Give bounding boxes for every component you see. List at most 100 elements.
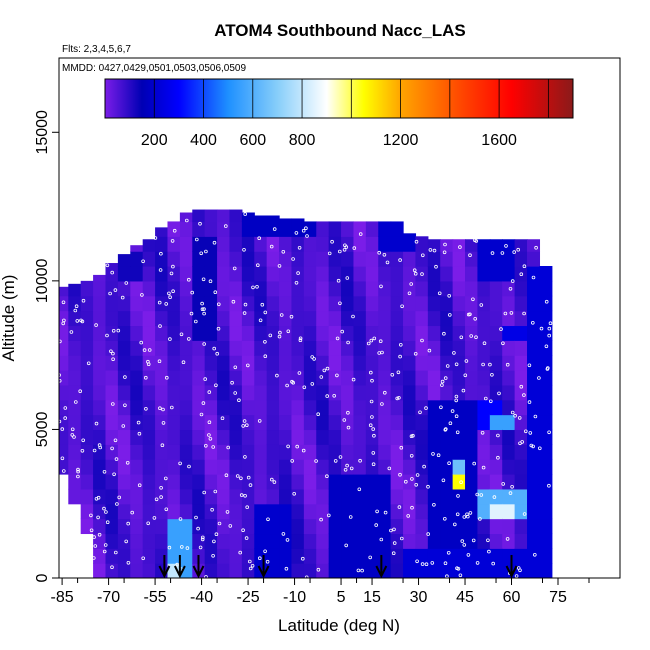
heatmap-cell bbox=[378, 399, 392, 416]
observation-point bbox=[231, 299, 236, 304]
heatmap-cell bbox=[477, 488, 491, 505]
heatmap-cell bbox=[403, 233, 417, 237]
heatmap-cell bbox=[390, 459, 404, 475]
observation-point bbox=[202, 342, 207, 346]
observation-point bbox=[427, 348, 432, 353]
heatmap-cell bbox=[527, 503, 541, 520]
heatmap-cell bbox=[316, 280, 330, 297]
heatmap-cell bbox=[527, 429, 541, 445]
heatmap-cell bbox=[241, 266, 255, 282]
observation-point bbox=[72, 435, 76, 439]
heatmap-cell bbox=[440, 474, 454, 490]
observation-point bbox=[187, 464, 191, 469]
heatmap-cell bbox=[341, 295, 355, 312]
observation-point bbox=[92, 535, 96, 539]
observation-point bbox=[454, 362, 459, 367]
observation-point bbox=[140, 293, 144, 297]
observation-point bbox=[305, 234, 309, 238]
observation-point bbox=[325, 394, 330, 398]
heatmap-cell bbox=[155, 474, 169, 490]
heatmap-cell bbox=[316, 414, 330, 431]
heatmap-cell bbox=[192, 384, 206, 401]
dates-note: MMDD: 0427,0429,0501,0503,0506,0509 bbox=[62, 63, 246, 74]
observation-point bbox=[112, 472, 116, 477]
heatmap-cell bbox=[68, 370, 82, 386]
heatmap-cell bbox=[415, 384, 429, 401]
heatmap-cell bbox=[192, 310, 206, 327]
heatmap-cell bbox=[403, 370, 417, 386]
heatmap-cell bbox=[514, 325, 528, 341]
heatmap-cell bbox=[341, 251, 355, 267]
heatmap-cell bbox=[204, 474, 218, 490]
observation-point bbox=[458, 573, 463, 578]
heatmap-cell bbox=[403, 384, 417, 401]
observation-point bbox=[426, 532, 431, 536]
observation-point bbox=[56, 289, 59, 292]
heatmap-cell bbox=[403, 325, 417, 341]
observation-point bbox=[113, 438, 118, 443]
heatmap-cell bbox=[303, 563, 317, 578]
observation-point bbox=[447, 293, 452, 298]
heatmap-cell bbox=[390, 295, 404, 312]
heatmap-cell bbox=[489, 251, 503, 267]
heatmap-cell bbox=[341, 355, 355, 371]
heatmap-cell bbox=[328, 384, 342, 401]
heatmap-cell bbox=[291, 218, 305, 223]
heatmap-cell bbox=[229, 280, 243, 297]
heatmap-cell bbox=[427, 340, 441, 356]
observation-point bbox=[481, 465, 486, 470]
heatmap-cell bbox=[452, 280, 466, 297]
observation-point bbox=[157, 300, 162, 305]
observation-point bbox=[213, 489, 218, 494]
observation-point bbox=[522, 311, 526, 316]
heatmap-cell bbox=[217, 444, 231, 460]
heatmap-cell bbox=[415, 488, 429, 505]
observation-point bbox=[63, 416, 67, 420]
observation-point bbox=[168, 337, 172, 341]
heatmap-cell bbox=[167, 518, 181, 535]
heatmap-cell bbox=[241, 280, 255, 297]
heatmap-cell bbox=[291, 399, 305, 416]
observation-point bbox=[257, 556, 262, 560]
heatmap-cell bbox=[291, 325, 305, 341]
heatmap-cell bbox=[489, 533, 503, 549]
heatmap-cell bbox=[241, 295, 255, 312]
observation-point bbox=[281, 532, 286, 536]
heatmap-cell bbox=[303, 548, 317, 564]
observation-point bbox=[370, 378, 374, 383]
heatmap-cell bbox=[440, 414, 454, 431]
heatmap-cell bbox=[217, 518, 231, 535]
heatmap-cell bbox=[117, 414, 131, 431]
heatmap-cell bbox=[117, 474, 131, 490]
heatmap-cell bbox=[452, 414, 466, 431]
heatmap-cell bbox=[179, 310, 193, 327]
heatmap-cell bbox=[204, 384, 218, 401]
heatmap-cell bbox=[465, 533, 479, 549]
heatmap-cell bbox=[316, 325, 330, 341]
heatmap-cell bbox=[217, 209, 231, 223]
heatmap-cell bbox=[477, 459, 491, 475]
observation-point bbox=[185, 546, 190, 550]
observation-point bbox=[301, 448, 306, 453]
heatmap-cell bbox=[502, 266, 516, 282]
x-tick-label: -70 bbox=[97, 589, 120, 606]
observation-point bbox=[371, 427, 376, 431]
observation-point bbox=[121, 424, 126, 428]
observation-points bbox=[56, 212, 553, 578]
heatmap-cell bbox=[427, 384, 441, 401]
observation-point bbox=[377, 351, 382, 355]
observation-point bbox=[246, 363, 250, 368]
observation-point bbox=[516, 247, 520, 252]
observation-point bbox=[113, 288, 118, 292]
heatmap-cell bbox=[279, 266, 293, 282]
heatmap-cell bbox=[514, 295, 528, 312]
profile-arrow-head bbox=[257, 565, 270, 579]
heatmap-cell bbox=[514, 533, 528, 549]
heatmap-cell bbox=[427, 310, 441, 327]
observation-point bbox=[208, 436, 213, 441]
heatmap-cell bbox=[303, 459, 317, 475]
observation-point bbox=[241, 528, 245, 532]
heatmap-cell bbox=[167, 444, 181, 460]
heatmap-cell bbox=[241, 533, 255, 549]
heatmap-cell bbox=[328, 355, 342, 371]
